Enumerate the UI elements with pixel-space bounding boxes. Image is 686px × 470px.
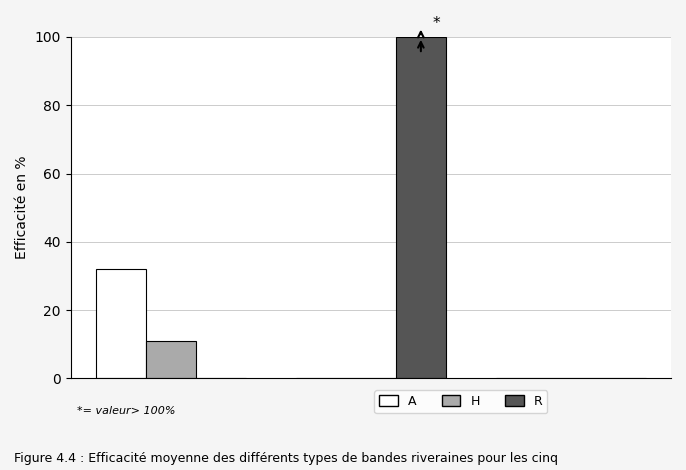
Bar [145,341,196,378]
Bar [396,37,446,378]
Bar [95,269,145,378]
Text: Figure 4.4 : Efficacité moyenne des différents types de bandes riveraines pour l: Figure 4.4 : Efficacité moyenne des diff… [14,452,558,465]
Legend: A, H, R: A, H, R [375,390,547,413]
Y-axis label: Efficacité en %: Efficacité en % [15,156,29,259]
Text: *: * [433,16,440,31]
Text: *= valeur> 100%: *= valeur> 100% [77,406,175,416]
